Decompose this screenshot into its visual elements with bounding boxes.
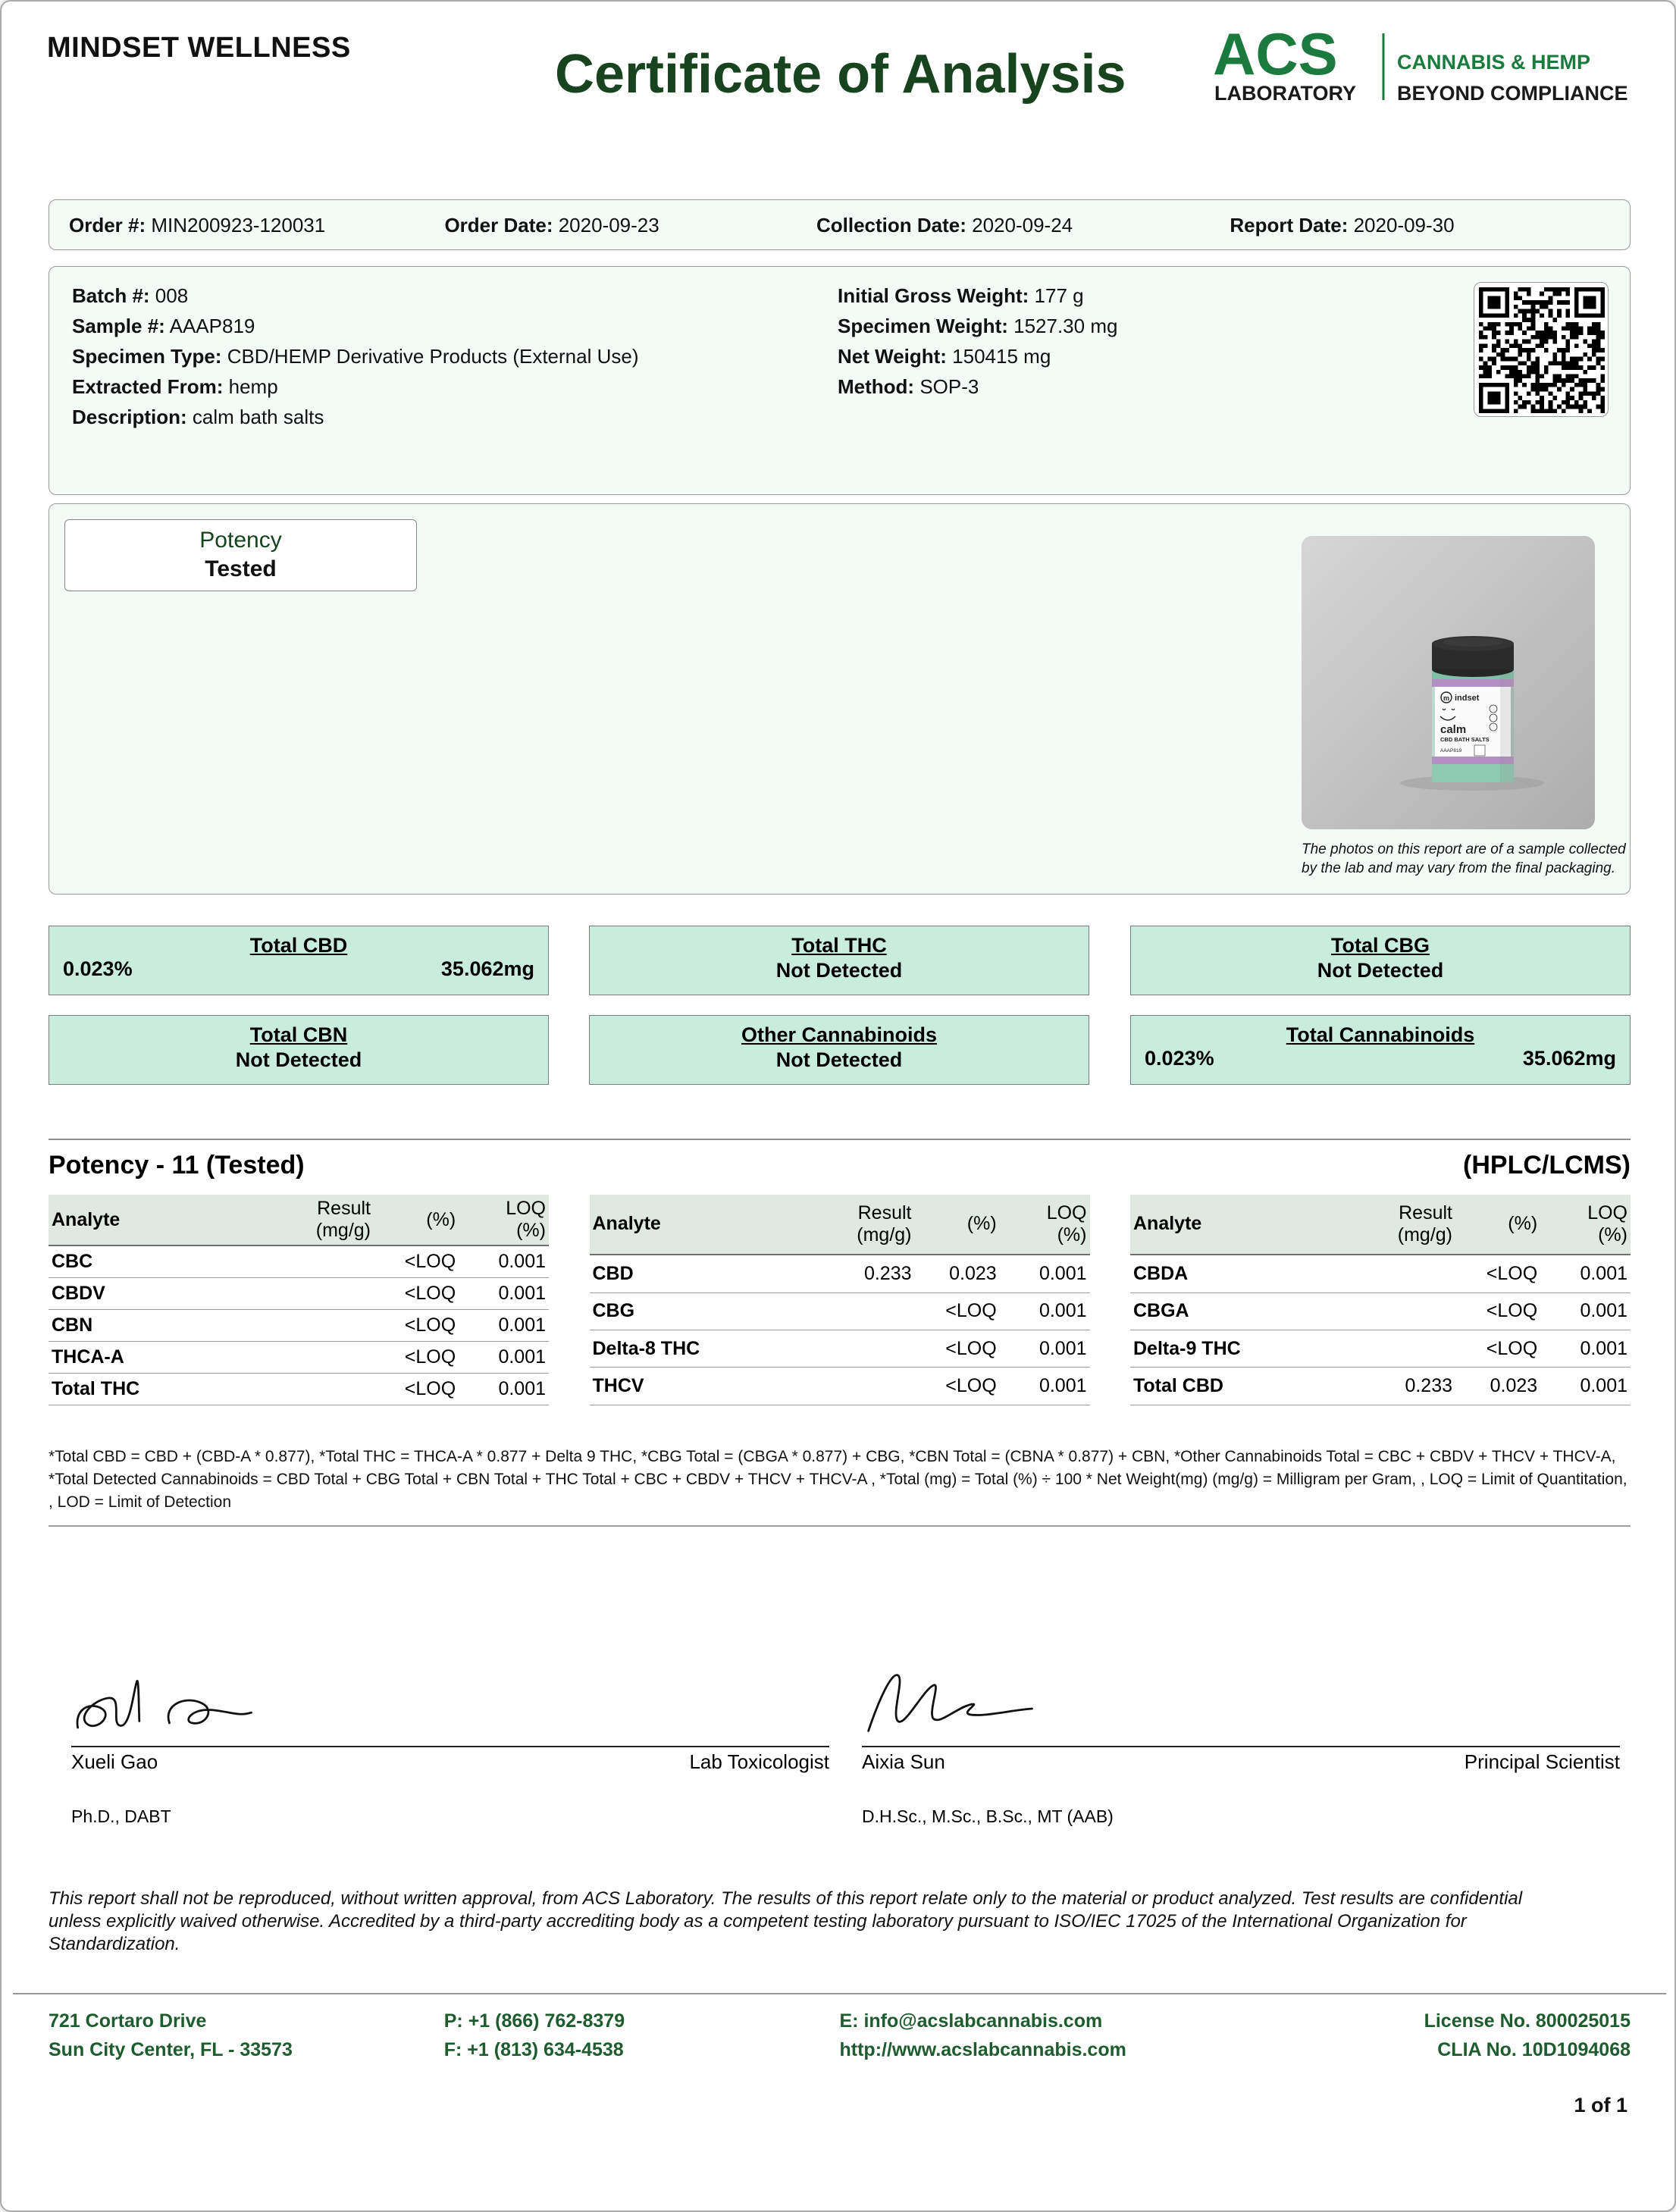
svg-text:calm: calm: [1440, 723, 1466, 736]
svg-text:LABORATORY: LABORATORY: [1214, 82, 1356, 105]
svg-text:AAAP819: AAAP819: [1440, 748, 1462, 754]
svg-text:m: m: [1443, 694, 1449, 702]
svg-text:ACS: ACS: [1213, 20, 1338, 87]
svg-text:BEYOND COMPLIANCE: BEYOND COMPLIANCE: [1397, 82, 1628, 105]
svg-text:indset: indset: [1455, 694, 1480, 703]
svg-text:CANNABIS & HEMP: CANNABIS & HEMP: [1397, 51, 1590, 74]
svg-text:CBD BATH SALTS: CBD BATH SALTS: [1440, 736, 1490, 743]
